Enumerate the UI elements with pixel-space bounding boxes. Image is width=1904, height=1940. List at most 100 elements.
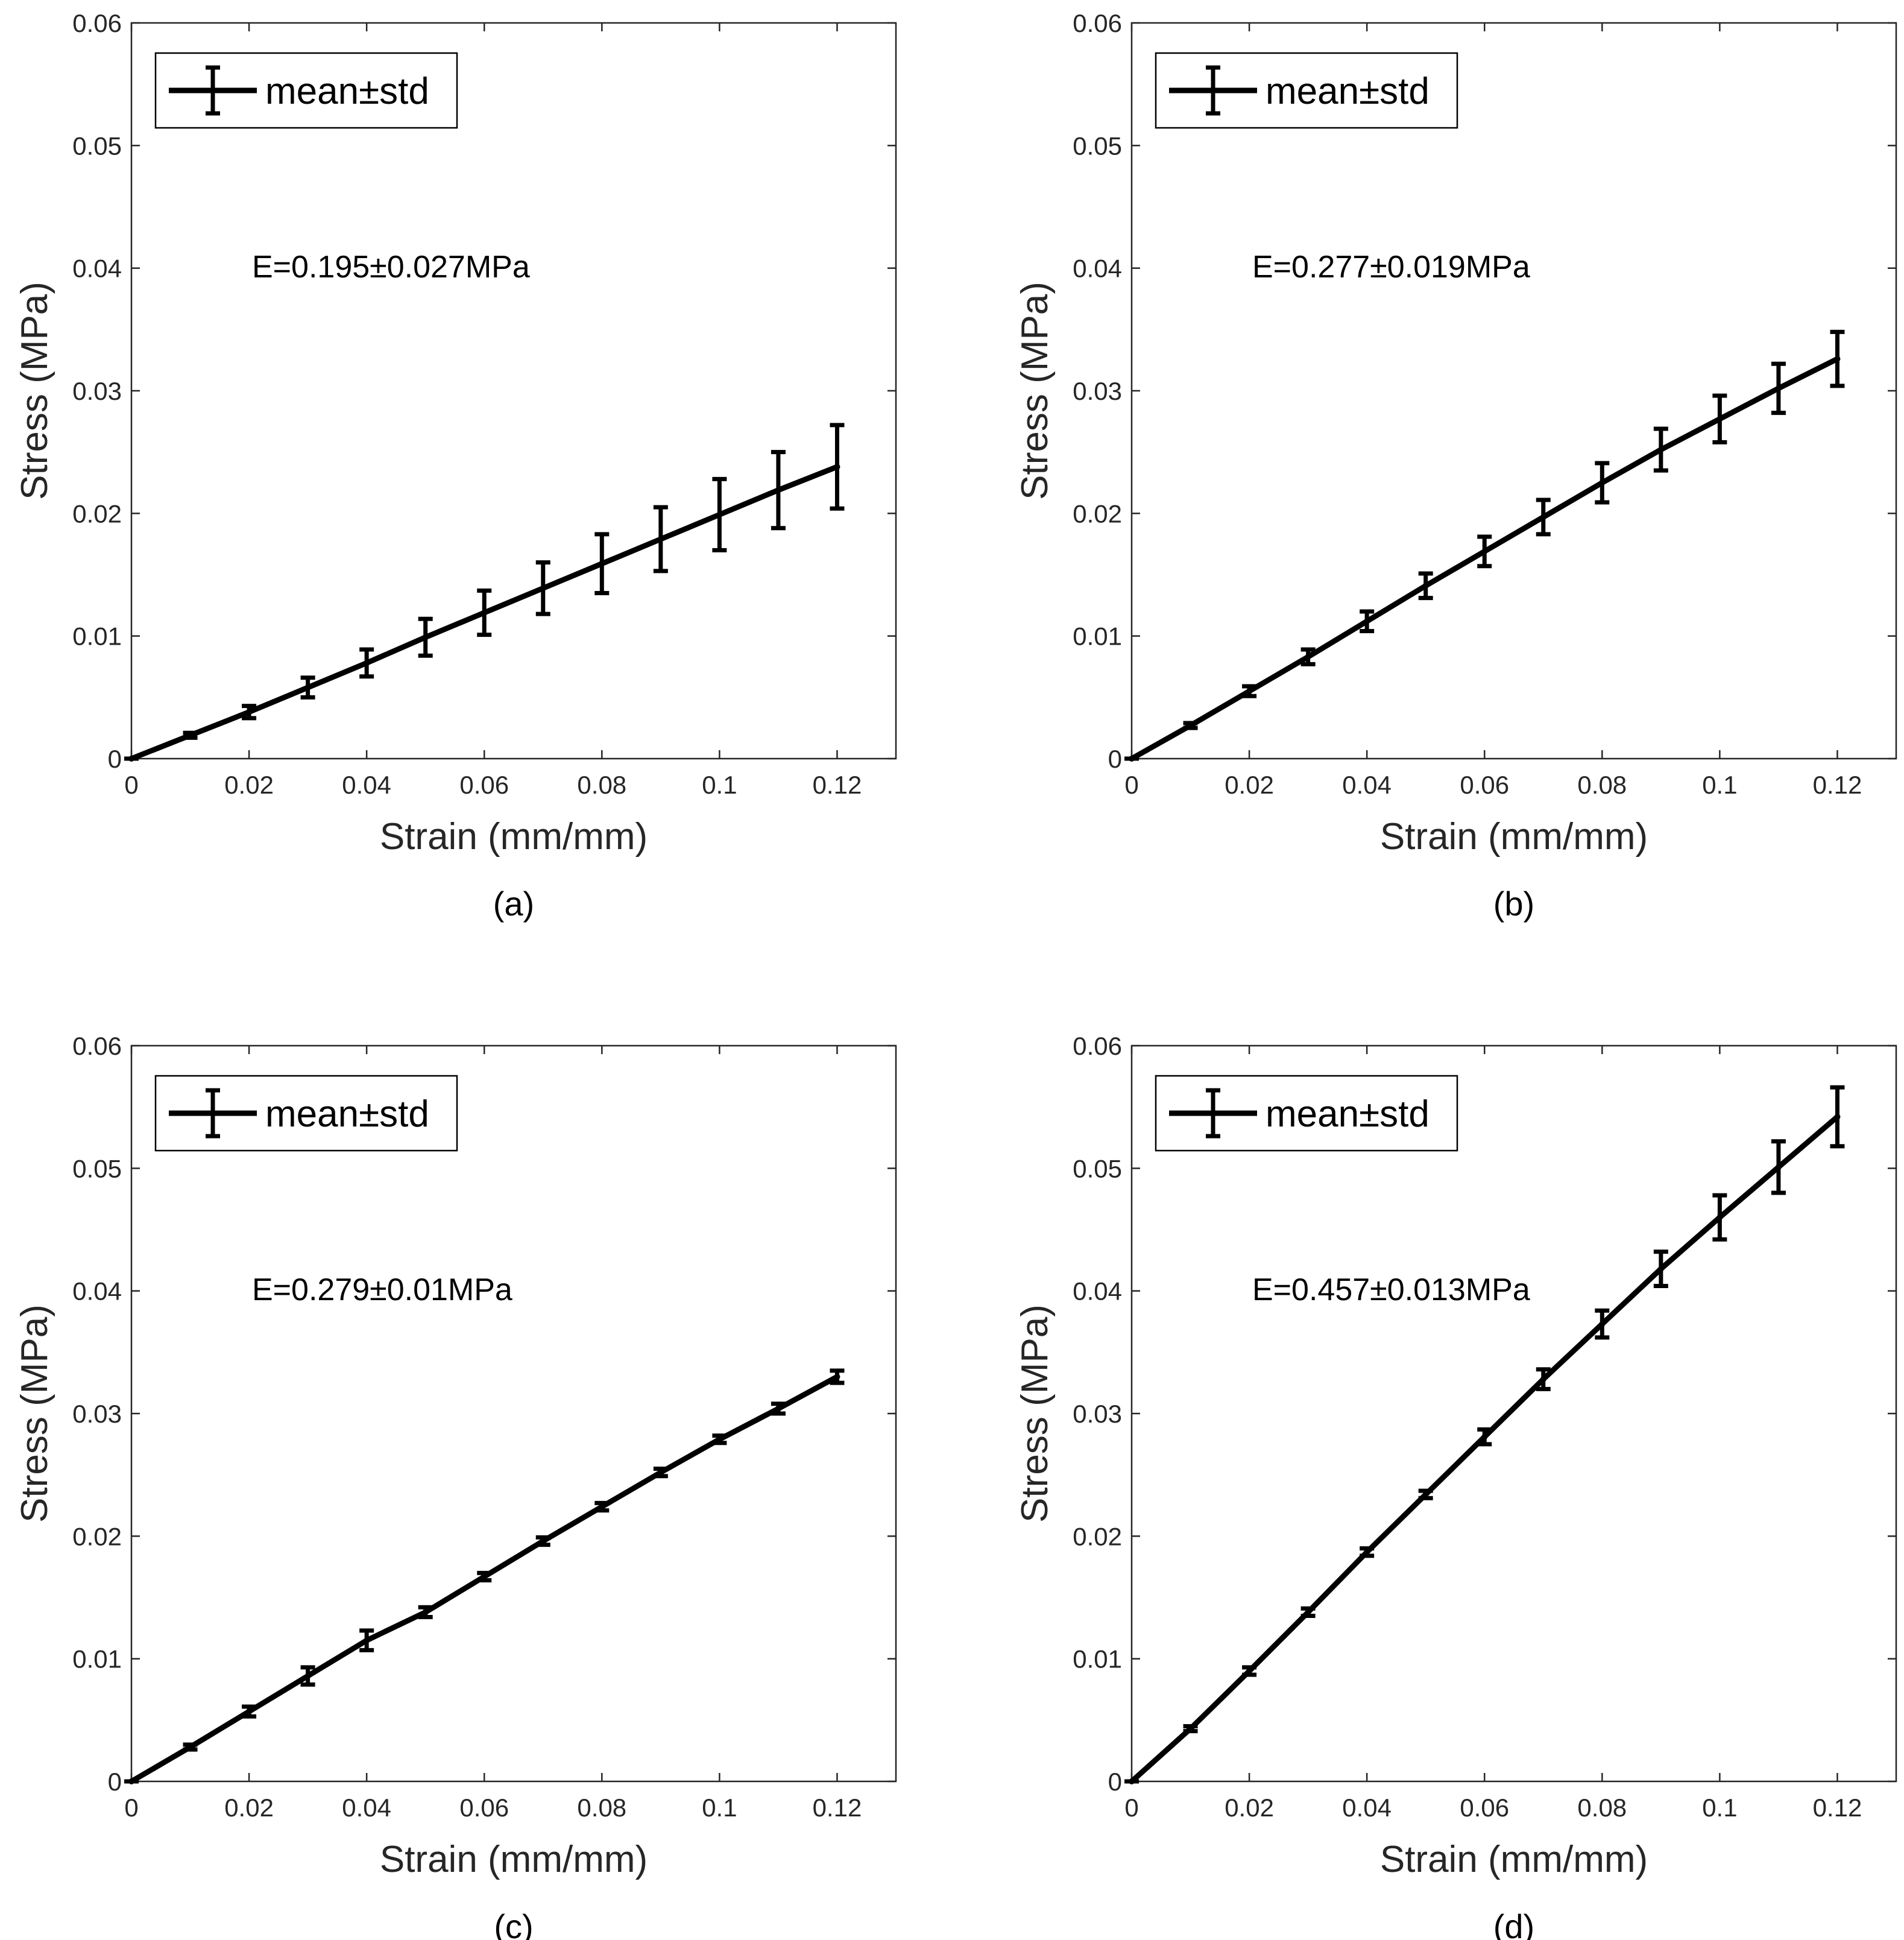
data-point — [1540, 514, 1546, 520]
y-tick-label: 0 — [1108, 745, 1122, 773]
x-tick-label: 0.08 — [577, 1793, 626, 1822]
modulus-annotation: E=0.277±0.019MPa — [1252, 250, 1530, 285]
x-tick-label: 0.08 — [1577, 1793, 1627, 1822]
data-point — [1305, 1609, 1311, 1616]
x-tick-label: 0 — [124, 771, 138, 799]
data-point — [481, 1573, 488, 1580]
x-tick-label: 0.04 — [1342, 771, 1392, 799]
y-tick-label: 0.06 — [1073, 1032, 1122, 1060]
error-bar — [594, 1500, 610, 1513]
x-tick-label: 0.04 — [342, 1793, 391, 1822]
x-tick-label: 0.08 — [1577, 771, 1627, 799]
error-bar — [242, 1704, 257, 1719]
data-point — [1481, 548, 1488, 555]
error-bar — [418, 1605, 433, 1620]
x-tick-label: 0.12 — [813, 1793, 862, 1822]
data-point — [1834, 1113, 1841, 1120]
data-point — [246, 709, 253, 715]
data-point — [1187, 722, 1194, 729]
data-point — [364, 660, 370, 666]
data-point — [657, 536, 664, 543]
x-tick-label: 0.02 — [224, 771, 274, 799]
y-tick-label: 0.02 — [72, 1522, 122, 1550]
data-point — [1246, 688, 1253, 695]
error-bar — [477, 1570, 492, 1583]
data-point — [540, 1538, 546, 1544]
y-tick-label: 0 — [1108, 1768, 1122, 1796]
error-bar — [535, 1535, 550, 1547]
error-bar — [183, 730, 198, 740]
legend-label: mean±std — [265, 71, 429, 112]
y-axis-label: Stress (MPa) — [14, 282, 55, 500]
error-bar — [359, 1628, 374, 1652]
x-tick-label: 0.04 — [1342, 1793, 1392, 1822]
error-bar — [1300, 647, 1316, 666]
error-bar — [124, 1778, 139, 1784]
modulus-annotation: E=0.457±0.013MPa — [1252, 1272, 1530, 1307]
data-point — [775, 1405, 781, 1412]
legend: mean±std — [1155, 52, 1458, 129]
error-bar — [1242, 1665, 1257, 1677]
data-point — [304, 684, 311, 691]
error-bar — [1771, 361, 1786, 415]
error-bar — [1712, 393, 1727, 444]
data-point — [1775, 1164, 1782, 1171]
panel-caption: (c) — [494, 1907, 533, 1940]
legend: mean±std — [154, 52, 458, 129]
error-bar — [653, 1467, 668, 1479]
panel-caption: (d) — [1493, 1907, 1534, 1940]
x-tick-label: 0.06 — [1460, 771, 1509, 799]
y-tick-label: 0.01 — [72, 622, 122, 651]
data-point — [834, 1374, 840, 1380]
legend-label: mean±std — [1266, 1093, 1430, 1135]
y-tick-label: 0 — [108, 745, 122, 773]
error-bar — [830, 423, 845, 511]
data-point — [187, 732, 194, 739]
y-tick-label: 0.05 — [72, 1154, 122, 1183]
error-bar — [1536, 1367, 1551, 1391]
data-point — [1657, 446, 1664, 453]
x-tick-label: 0.1 — [702, 771, 737, 799]
data-point — [1364, 1549, 1370, 1555]
error-bar — [1595, 461, 1610, 505]
y-tick-label: 0.02 — [1073, 499, 1122, 528]
data-point — [1599, 479, 1606, 486]
y-axis-label: Stress (MPa) — [14, 1304, 55, 1523]
error-bar — [124, 756, 139, 762]
error-bar — [1183, 721, 1198, 730]
y-axis-label: Stress (MPa) — [1014, 282, 1056, 500]
error-bar — [183, 1742, 198, 1752]
data-point — [1187, 1725, 1194, 1732]
data-point — [657, 1469, 664, 1476]
error-bar — [1242, 684, 1257, 698]
x-tick-label: 0.1 — [702, 1793, 737, 1822]
legend-label: mean±std — [1266, 71, 1430, 112]
data-point — [1599, 1321, 1606, 1327]
data-point — [1422, 1491, 1429, 1498]
error-bar — [1360, 609, 1375, 634]
x-tick-label: 0.02 — [1225, 1793, 1274, 1822]
data-point — [1422, 583, 1429, 589]
error-bar — [418, 616, 433, 658]
y-tick-label: 0.05 — [1073, 1154, 1122, 1183]
error-bar — [1477, 1427, 1492, 1447]
data-point — [1716, 415, 1723, 422]
data-point — [1246, 1668, 1253, 1674]
data-point — [481, 610, 488, 616]
data-point — [599, 560, 605, 567]
data-point — [1305, 654, 1311, 660]
data-point — [1129, 756, 1135, 762]
data-point — [1540, 1376, 1546, 1383]
legend: mean±std — [1155, 1075, 1458, 1152]
error-bar — [1595, 1308, 1610, 1340]
y-tick-label: 0.04 — [1073, 1277, 1122, 1306]
chart-panel-c: 0 0.02 0.04 0.06 0.08 0.1 0.12 0 0.01 0.02 0.03 0.0… — [14, 1032, 897, 1940]
panel-caption: (a) — [493, 885, 534, 923]
data-point — [599, 1503, 605, 1510]
modulus-annotation: E=0.195±0.027MPa — [252, 250, 530, 285]
y-axis-label: Stress (MPa) — [1014, 1304, 1056, 1523]
x-tick-label: 0 — [124, 1793, 138, 1822]
legend: mean±std — [154, 1075, 458, 1152]
data-point — [187, 1744, 194, 1751]
